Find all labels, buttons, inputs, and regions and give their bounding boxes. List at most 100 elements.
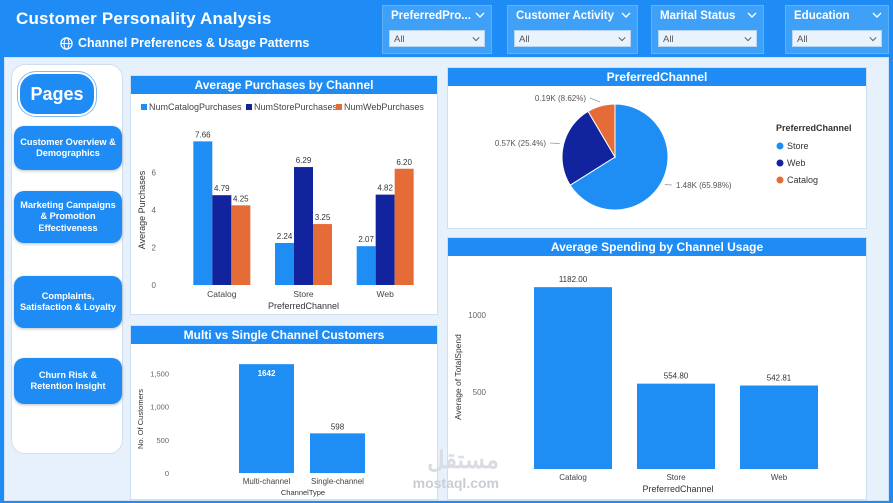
nav-churn-risk[interactable]: Churn Risk & Retention Insight — [14, 358, 122, 404]
legend-label: NumCatalogPurchases — [149, 102, 242, 112]
bar-data-label: 3.25 — [315, 213, 331, 222]
slicer-value: All — [519, 34, 530, 45]
preferred-channel-card: PreferredChannel 1.48K (65.98%) 0.57K (25… — [447, 67, 867, 229]
slicer-preferred-product[interactable]: PreferredPro... All — [382, 5, 492, 54]
chart-title: Multi vs Single Channel Customers — [131, 326, 437, 344]
y-axis-label: Average Purchases — [137, 170, 147, 249]
x-tick-label: Multi-channel — [243, 477, 291, 486]
x-tick-label: Store — [293, 289, 314, 299]
bar-data-label: 542.81 — [767, 373, 792, 382]
bar-data-label: 2.07 — [358, 235, 374, 244]
chevron-down-icon[interactable] — [747, 10, 757, 20]
bar-data-label: 598 — [331, 422, 345, 431]
bar — [231, 205, 251, 285]
x-tick-label: Catalog — [559, 473, 587, 482]
legend-label: Store — [787, 141, 809, 151]
watermark-url: mostaql.com — [412, 475, 499, 491]
y-tick-label: 500 — [473, 388, 487, 397]
pages-header-button[interactable]: Pages — [18, 72, 96, 116]
legend-marker — [776, 142, 784, 150]
globe-icon — [60, 37, 73, 50]
pie-leader-line — [549, 142, 560, 144]
watermark-logo: مستقل — [427, 447, 499, 474]
legend-swatch — [336, 104, 342, 110]
bar — [375, 194, 395, 285]
bar-data-label: 6.20 — [396, 158, 412, 167]
nav-customer-overview[interactable]: Customer Overview & Demographics — [14, 126, 122, 170]
pie-slice — [561, 110, 616, 186]
slicer-marital-status[interactable]: Marital Status All — [651, 5, 764, 54]
slicer-label: Customer Activity — [516, 10, 614, 22]
pie-leader-line — [589, 97, 601, 103]
y-tick-label: 1000 — [468, 311, 486, 320]
bar — [637, 383, 715, 469]
bar — [394, 168, 414, 285]
bar — [310, 433, 365, 473]
chevron-down-icon — [472, 37, 480, 42]
bar-data-label: 4.82 — [377, 184, 393, 193]
legend-label: Web — [787, 158, 805, 168]
pie-slice — [569, 103, 669, 211]
pie-data-label: 0.57K (25.4%) — [495, 139, 546, 148]
x-tick-label: Web — [377, 289, 395, 299]
y-axis-label: No. Of Customers — [136, 389, 145, 449]
chevron-down-icon[interactable] — [872, 10, 882, 20]
chart-title: PreferredChannel — [448, 68, 866, 86]
x-tick-label: Store — [666, 473, 686, 482]
slicer-dropdown[interactable]: All — [514, 30, 631, 47]
y-tick-label: 500 — [156, 436, 169, 445]
x-axis-label: ChannelType — [281, 488, 325, 497]
chevron-down-icon[interactable] — [621, 10, 631, 20]
pie-slice — [587, 103, 616, 159]
bar — [356, 246, 376, 285]
nav-complaints-satisfaction[interactable]: Complaints, Satisfaction & Loyalty — [14, 276, 122, 328]
slicer-education[interactable]: Education All — [785, 5, 889, 54]
slicer-dropdown[interactable]: All — [792, 30, 882, 47]
bar — [239, 364, 294, 473]
chevron-down-icon — [618, 37, 626, 42]
slicer-value: All — [663, 34, 674, 45]
bar — [313, 224, 332, 285]
slicer-value: All — [394, 34, 405, 45]
multi-single-chart: 0 500 1,000 1,500 No. Of Customers 1642 Multi-… — [136, 364, 365, 497]
report-subtitle: Channel Preferences & Usage Patterns — [78, 36, 310, 50]
slicer-dropdown[interactable]: All — [658, 30, 757, 47]
y-tick-label: 0 — [152, 281, 157, 290]
avg-purchases-chart: NumCatalogPurchases NumStorePurchases NumW… — [137, 102, 424, 311]
x-tick-label: Web — [771, 473, 788, 482]
bar-data-label: 7.66 — [195, 130, 211, 139]
avg-purchases-card: Average Purchases by Channel NumCatalogP… — [130, 75, 438, 315]
y-tick-label: 4 — [152, 206, 157, 215]
avg-spending-card: Average Spending by Channel Usage 500 100… — [447, 237, 867, 500]
chart-title: Average Purchases by Channel — [131, 76, 437, 94]
y-tick-label: 0 — [165, 469, 169, 478]
multi-single-card: Multi vs Single Channel Customers 0 500 1,… — [130, 325, 438, 500]
bar — [275, 243, 294, 285]
bar-data-label: 6.29 — [296, 156, 312, 165]
x-tick-label: Catalog — [207, 289, 237, 299]
preferred-channel-pie-chart: 1.48K (65.98%) 0.57K (25.4%) 0.19K (8.62%)… — [495, 94, 852, 211]
slicer-dropdown[interactable]: All — [389, 30, 485, 47]
pie-data-label: 0.19K (8.62%) — [535, 94, 586, 103]
chevron-down-icon[interactable] — [475, 10, 485, 20]
bar — [193, 141, 213, 285]
legend-label: NumStorePurchases — [254, 102, 338, 112]
chart-title: Average Spending by Channel Usage — [448, 238, 866, 256]
bar — [212, 195, 232, 285]
x-tick-label: Single-channel — [311, 477, 364, 486]
bar-data-label: 4.79 — [214, 184, 230, 193]
bar — [534, 287, 612, 469]
bar-data-label: 4.25 — [233, 194, 249, 203]
slicer-label: PreferredPro... — [391, 10, 471, 22]
bar-data-label: 1182.00 — [559, 275, 588, 284]
y-axis-label: Average of TotalSpend — [453, 334, 463, 420]
slicer-customer-activity[interactable]: Customer Activity All — [507, 5, 638, 54]
avg-spending-chart: 500 1000 Average of TotalSpend 1182.00 Catal… — [453, 275, 818, 494]
bar — [294, 167, 313, 285]
legend-marker — [776, 176, 784, 184]
legend-swatch — [141, 104, 147, 110]
nav-marketing-campaigns[interactable]: Marketing Campaigns & Promotion Effectiv… — [14, 191, 122, 243]
y-tick-label: 1,000 — [150, 403, 169, 412]
bar-data-label: 1642 — [258, 369, 276, 378]
header-bar: Customer Personality Analysis Channel Pr… — [0, 0, 893, 56]
